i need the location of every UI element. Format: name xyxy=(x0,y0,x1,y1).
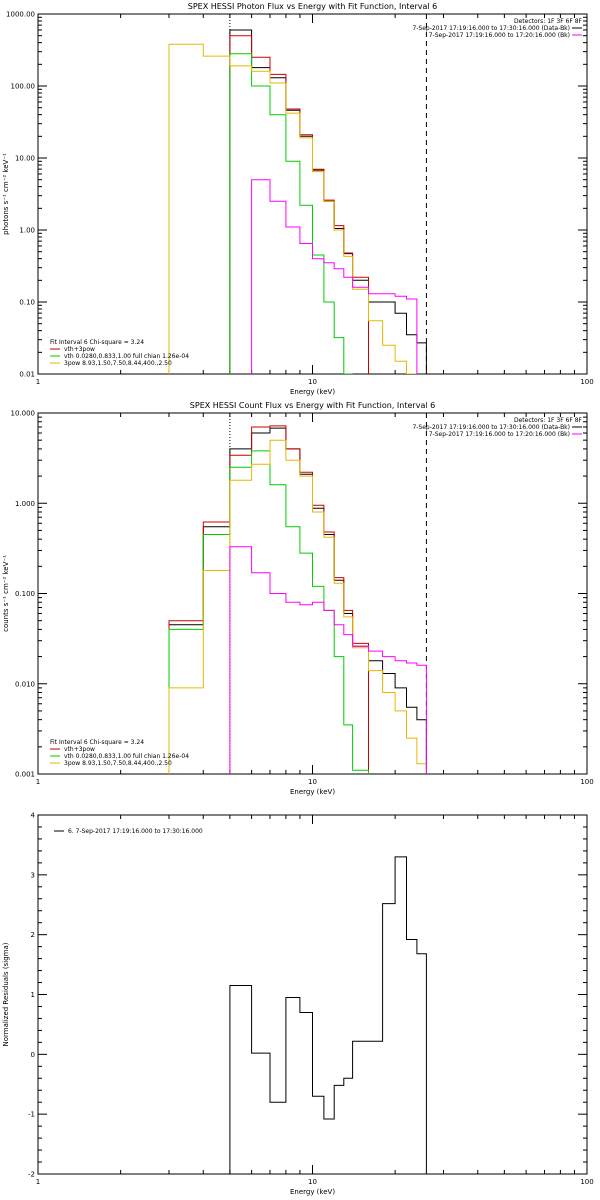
x-axis-label: Energy (keV) xyxy=(290,788,335,796)
y-tick-label: 0.010 xyxy=(15,680,35,688)
series-step-0 xyxy=(229,29,427,374)
y-tick-label: 0.100 xyxy=(15,590,35,598)
legend-entry-text: vth+3pow xyxy=(64,346,95,353)
plot-frame xyxy=(37,814,588,1175)
series-step-2 xyxy=(168,450,369,774)
y-tick-label: 100.00 xyxy=(11,83,36,91)
legend-entry-text: 7-Sep-2017 17:19:16.000 to 17:20:16.000 … xyxy=(429,431,570,438)
legend-fit-header: Fit Interval 6 Chi-square = 3.24 xyxy=(50,339,144,346)
legend-entry-text: 3pow 8.93,1.50,7.50,8.44,400.,2.50 xyxy=(64,360,172,367)
y-tick-label: 0 xyxy=(31,1051,35,1059)
legend-fit-header: Fit Interval 6 Chi-square = 3.24 xyxy=(50,739,144,746)
y-tick-label: 1.00 xyxy=(19,227,35,235)
x-tick-label: 10 xyxy=(308,378,317,386)
x-axis-label: Energy (keV) xyxy=(290,388,335,396)
legend-entry-text: vth+3pow xyxy=(64,746,95,753)
x-tick-label: 100 xyxy=(580,378,593,386)
y-axis-label: counts s⁻¹ cm⁻² keV⁻¹ xyxy=(2,555,10,632)
y-axis-label: photons s⁻¹ cm⁻² keV⁻¹ xyxy=(2,153,10,235)
chart-panel-3: 1 10 100 Energy (keV) -2 -1 0 1 2 3 4 Normalized Re… xyxy=(2,812,594,1197)
y-tick-label: 4 xyxy=(31,812,36,820)
x-tick-label: 1 xyxy=(36,1178,40,1186)
plot-frame xyxy=(37,412,588,775)
plot-frame xyxy=(37,13,588,375)
legend-entry-text: vth 0.0280,0.833,1.00 full chian 1.26e-0… xyxy=(64,353,189,360)
x-tick-label: 10 xyxy=(308,778,317,786)
series-step-3 xyxy=(168,439,427,774)
series-step-1 xyxy=(229,35,369,374)
x-tick-label: 1 xyxy=(36,778,40,786)
y-tick-label: 0.10 xyxy=(19,299,35,307)
y-axis-label: Normalized Residuals (sigma) xyxy=(2,942,10,1046)
chart-panel-1: SPEX HESSI Photon Flux vs Energy with Fi… xyxy=(2,2,594,396)
legend-entry-text: 7-Sep-2017 17:19:16.000 to 17:20:16.000 … xyxy=(429,32,570,39)
legend-detectors: Detectors: 1F 3F 6F 8F xyxy=(514,417,583,424)
data-layer xyxy=(168,413,427,774)
legend-entry-text: 3pow 8.93,1.50,7.50,8.44,400.,2.50 xyxy=(64,760,172,767)
series-step-4 xyxy=(251,179,418,374)
legend-entry-text: 7-Sep-2017 17:19:16.000 to 17:30:16.000 … xyxy=(412,25,570,32)
chart-title: SPEX HESSI Photon Flux vs Energy with Fi… xyxy=(188,2,438,11)
series-step-2 xyxy=(229,53,353,374)
y-tick-label: 1 xyxy=(31,991,35,999)
series-step-4 xyxy=(229,546,427,774)
x-tick-label: 100 xyxy=(580,778,593,786)
chart-title: SPEX HESSI Count Flux vs Energy with Fit… xyxy=(190,401,435,410)
series-step-1 xyxy=(168,425,369,774)
series-step-3 xyxy=(168,43,417,374)
series-step-0 xyxy=(229,856,427,1174)
y-tick-label: 0.01 xyxy=(19,371,35,379)
y-tick-label: 10.00 xyxy=(15,155,35,163)
y-tick-label: 0.001 xyxy=(15,771,35,779)
legend-detectors: Detectors: 1F 3F 6F 8F xyxy=(514,18,583,25)
y-tick-label: 1.000 xyxy=(15,500,35,508)
y-tick-label: -1 xyxy=(28,1111,35,1119)
y-tick-label: 3 xyxy=(31,871,35,879)
y-tick-label: 2 xyxy=(31,931,35,939)
series-step-0 xyxy=(168,427,427,774)
y-tick-label: -2 xyxy=(28,1171,35,1179)
x-tick-label: 1 xyxy=(36,378,40,386)
data-layer xyxy=(168,14,427,374)
x-tick-label: 100 xyxy=(580,1178,593,1186)
legend-entry-text: vth 0.0280,0.833,1.00 full chian 1.26e-0… xyxy=(64,753,189,760)
y-tick-label: 10.000 xyxy=(11,410,36,418)
data-layer xyxy=(229,856,427,1174)
x-axis-label: Energy (keV) xyxy=(290,1188,335,1196)
x-tick-label: 10 xyxy=(308,1178,317,1186)
legend-entry-text: 7-Sep-2017 17:19:16.000 to 17:30:16.000 … xyxy=(412,424,570,431)
legend-entry-text: 6. 7-Sep-2017 17:19:16.000 to 17:30:16.0… xyxy=(68,828,203,835)
chart-panel-2: SPEX HESSI Count Flux vs Energy with Fit… xyxy=(2,401,594,796)
y-tick-label: 1000.00 xyxy=(6,11,35,19)
